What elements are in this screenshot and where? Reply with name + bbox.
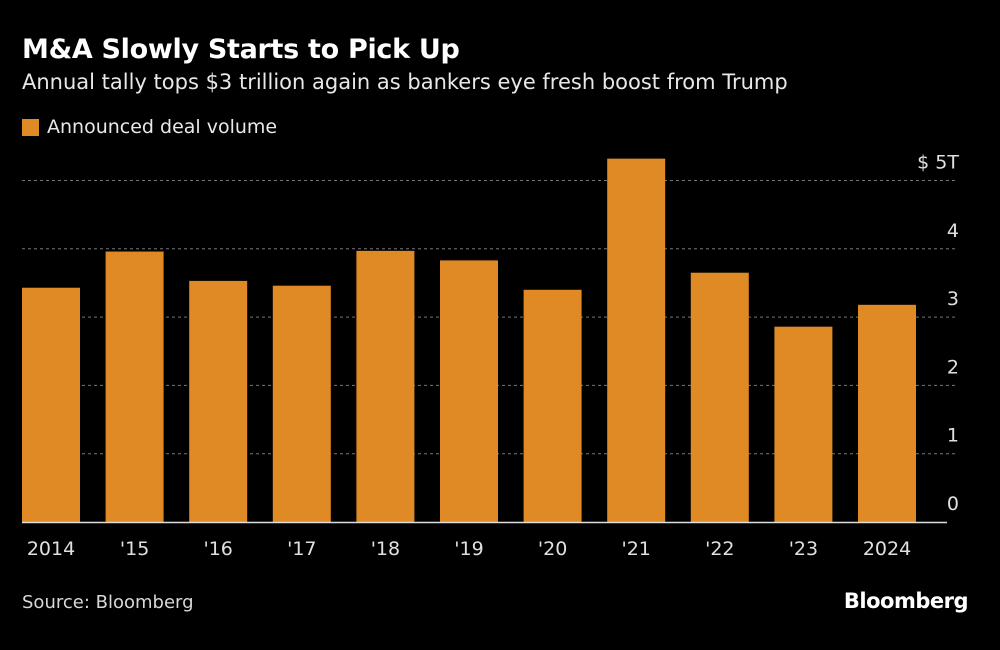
- bar: [22, 287, 80, 522]
- y-tick-label: 4: [947, 220, 959, 242]
- bar: [356, 250, 415, 522]
- x-tick-label: '16: [203, 538, 232, 560]
- legend-label: Announced deal volume: [47, 116, 278, 138]
- x-tick-label: 2014: [27, 538, 75, 560]
- bar: [690, 272, 749, 522]
- x-tick-label: '22: [705, 538, 734, 560]
- bar: [440, 260, 498, 522]
- y-tick-label: 3: [947, 288, 959, 310]
- x-tick-label: '21: [621, 538, 650, 560]
- legend-swatch: [22, 118, 39, 136]
- x-tick-label: '18: [371, 538, 400, 560]
- y-tick-label: 0: [947, 493, 959, 515]
- x-tick-label: '23: [789, 538, 818, 560]
- bar: [189, 280, 248, 522]
- x-tick-label: 2024: [863, 538, 911, 560]
- x-tick-label: '15: [120, 538, 149, 560]
- legend: Announced deal volume: [22, 116, 277, 138]
- x-tick-label: '19: [454, 538, 483, 560]
- source-note: Source: Bloomberg: [22, 592, 194, 613]
- bar: [774, 326, 833, 522]
- bar: [105, 251, 164, 523]
- x-tick-label: '17: [287, 538, 316, 560]
- y-tick-label: 1: [947, 425, 959, 447]
- chart-title: M&A Slowly Starts to Pick Up: [22, 34, 460, 65]
- bar: [607, 158, 666, 523]
- bar: [272, 285, 331, 522]
- x-tick-label: '20: [538, 538, 567, 560]
- bloomberg-logo: Bloomberg: [843, 589, 969, 613]
- chart-subtitle: Annual tally tops $3 trillion again as b…: [22, 70, 788, 94]
- bar: [858, 304, 916, 522]
- bar: [523, 289, 582, 522]
- y-tick-label: $ 5T: [917, 152, 959, 174]
- y-tick-label: 2: [947, 356, 959, 378]
